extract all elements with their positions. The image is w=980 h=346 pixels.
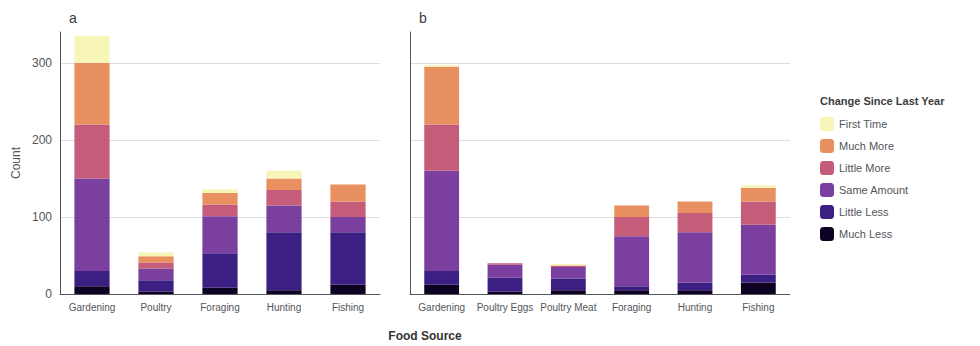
svg-text:Poultry Eggs: Poultry Eggs [477,302,534,313]
svg-text:Much Less: Much Less [839,228,893,240]
svg-text:Hunting: Hunting [678,302,712,313]
svg-text:200: 200 [32,133,52,147]
svg-text:100: 100 [32,210,52,224]
svg-text:0: 0 [45,287,52,301]
svg-text:300: 300 [32,56,52,70]
svg-text:First Time: First Time [839,118,887,130]
svg-text:Change Since Last Year: Change Since Last Year [820,95,945,107]
svg-text:Much More: Much More [839,140,894,152]
svg-text:a: a [69,10,77,26]
svg-text:Foraging: Foraging [612,302,651,313]
svg-text:Foraging: Foraging [200,302,239,313]
svg-text:Count: Count [9,146,23,179]
svg-text:Little Less: Little Less [839,206,889,218]
svg-text:Hunting: Hunting [267,302,301,313]
svg-text:Same Amount: Same Amount [839,184,908,196]
svg-text:Gardening: Gardening [69,302,116,313]
svg-text:Poultry: Poultry [140,302,171,313]
svg-text:Food Source: Food Source [388,329,462,343]
svg-text:b: b [419,10,427,26]
svg-text:Little More: Little More [839,162,890,174]
svg-text:Fishing: Fishing [742,302,774,313]
svg-text:Poultry Meat: Poultry Meat [540,302,596,313]
svg-text:Fishing: Fishing [332,302,364,313]
svg-text:Gardening: Gardening [418,302,465,313]
